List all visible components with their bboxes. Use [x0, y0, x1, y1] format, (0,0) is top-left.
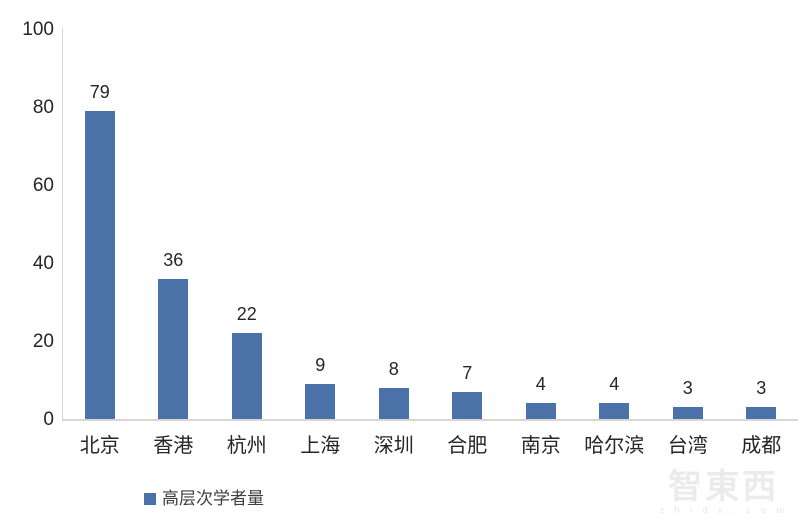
watermark-logo-text: 智東西	[668, 468, 780, 506]
legend: 高层次学者量	[144, 489, 264, 509]
bar[interactable]	[672, 407, 703, 419]
bar-group: 79	[63, 82, 137, 419]
bar[interactable]	[525, 403, 556, 419]
legend-swatch-icon	[144, 493, 156, 505]
bar-group: 9	[284, 355, 358, 419]
bar-value-label: 4	[535, 374, 546, 394]
y-axis-tick-label: 40	[32, 253, 54, 274]
bar-group: 4	[578, 374, 652, 419]
y-axis-tick-label: 60	[32, 175, 54, 196]
x-axis-label: 成都	[741, 435, 782, 457]
bar[interactable]	[599, 403, 630, 419]
x-axis-label: 杭州	[226, 435, 267, 457]
bar[interactable]	[158, 279, 189, 419]
bar[interactable]	[746, 407, 777, 419]
bar[interactable]	[452, 392, 483, 419]
bar[interactable]	[305, 384, 336, 419]
plot-area: 79 36 22 9 8 7 4 4 3 3	[63, 30, 798, 419]
bar-value-label: 8	[388, 359, 399, 379]
bar[interactable]	[84, 111, 115, 419]
bar-group: 3	[725, 378, 799, 419]
bar-group: 7	[431, 363, 505, 419]
bar-value-label: 36	[163, 250, 184, 270]
y-axis-line	[62, 28, 63, 420]
legend-series-label: 高层次学者量	[162, 489, 264, 508]
x-axis-label: 上海	[300, 435, 341, 457]
watermark: 智東西 z h i d x . c o m	[659, 469, 788, 515]
y-axis-tick-label: 20	[32, 331, 54, 352]
watermark-subtext: z h i d x . c o m	[659, 505, 788, 515]
bar-value-label: 3	[682, 378, 693, 398]
x-axis-label: 哈尔滨	[584, 435, 645, 457]
bar-value-label: 4	[609, 374, 620, 394]
bar-value-label: 3	[756, 378, 767, 398]
x-axis-label: 台湾	[667, 435, 708, 457]
bar-group: 8	[357, 359, 431, 419]
bar-group: 36	[137, 250, 211, 419]
x-axis-label: 北京	[79, 435, 120, 457]
y-axis-tick-label: 80	[32, 97, 54, 118]
bar-group: 22	[210, 304, 284, 419]
bar[interactable]	[231, 333, 262, 419]
bar-group: 4	[504, 374, 578, 419]
bar-group: 3	[651, 378, 725, 419]
x-axis-label: 香港	[153, 435, 194, 457]
bar[interactable]	[378, 388, 409, 419]
bar-value-label: 22	[236, 304, 257, 324]
bar-value-label: 79	[89, 82, 110, 102]
x-axis-label: 深圳	[373, 435, 414, 457]
y-axis-tick-label: 0	[43, 409, 54, 430]
y-axis-tick-label: 100	[22, 19, 54, 40]
bar-value-label: 9	[315, 355, 326, 375]
bar-value-label: 7	[462, 363, 473, 383]
x-axis-label: 合肥	[447, 435, 488, 457]
x-axis-line	[62, 419, 798, 421]
x-axis-labels: 北京 香港 杭州 上海 深圳 合肥 南京 哈尔滨 台湾 成都	[63, 434, 798, 458]
x-axis-label: 南京	[520, 435, 561, 457]
